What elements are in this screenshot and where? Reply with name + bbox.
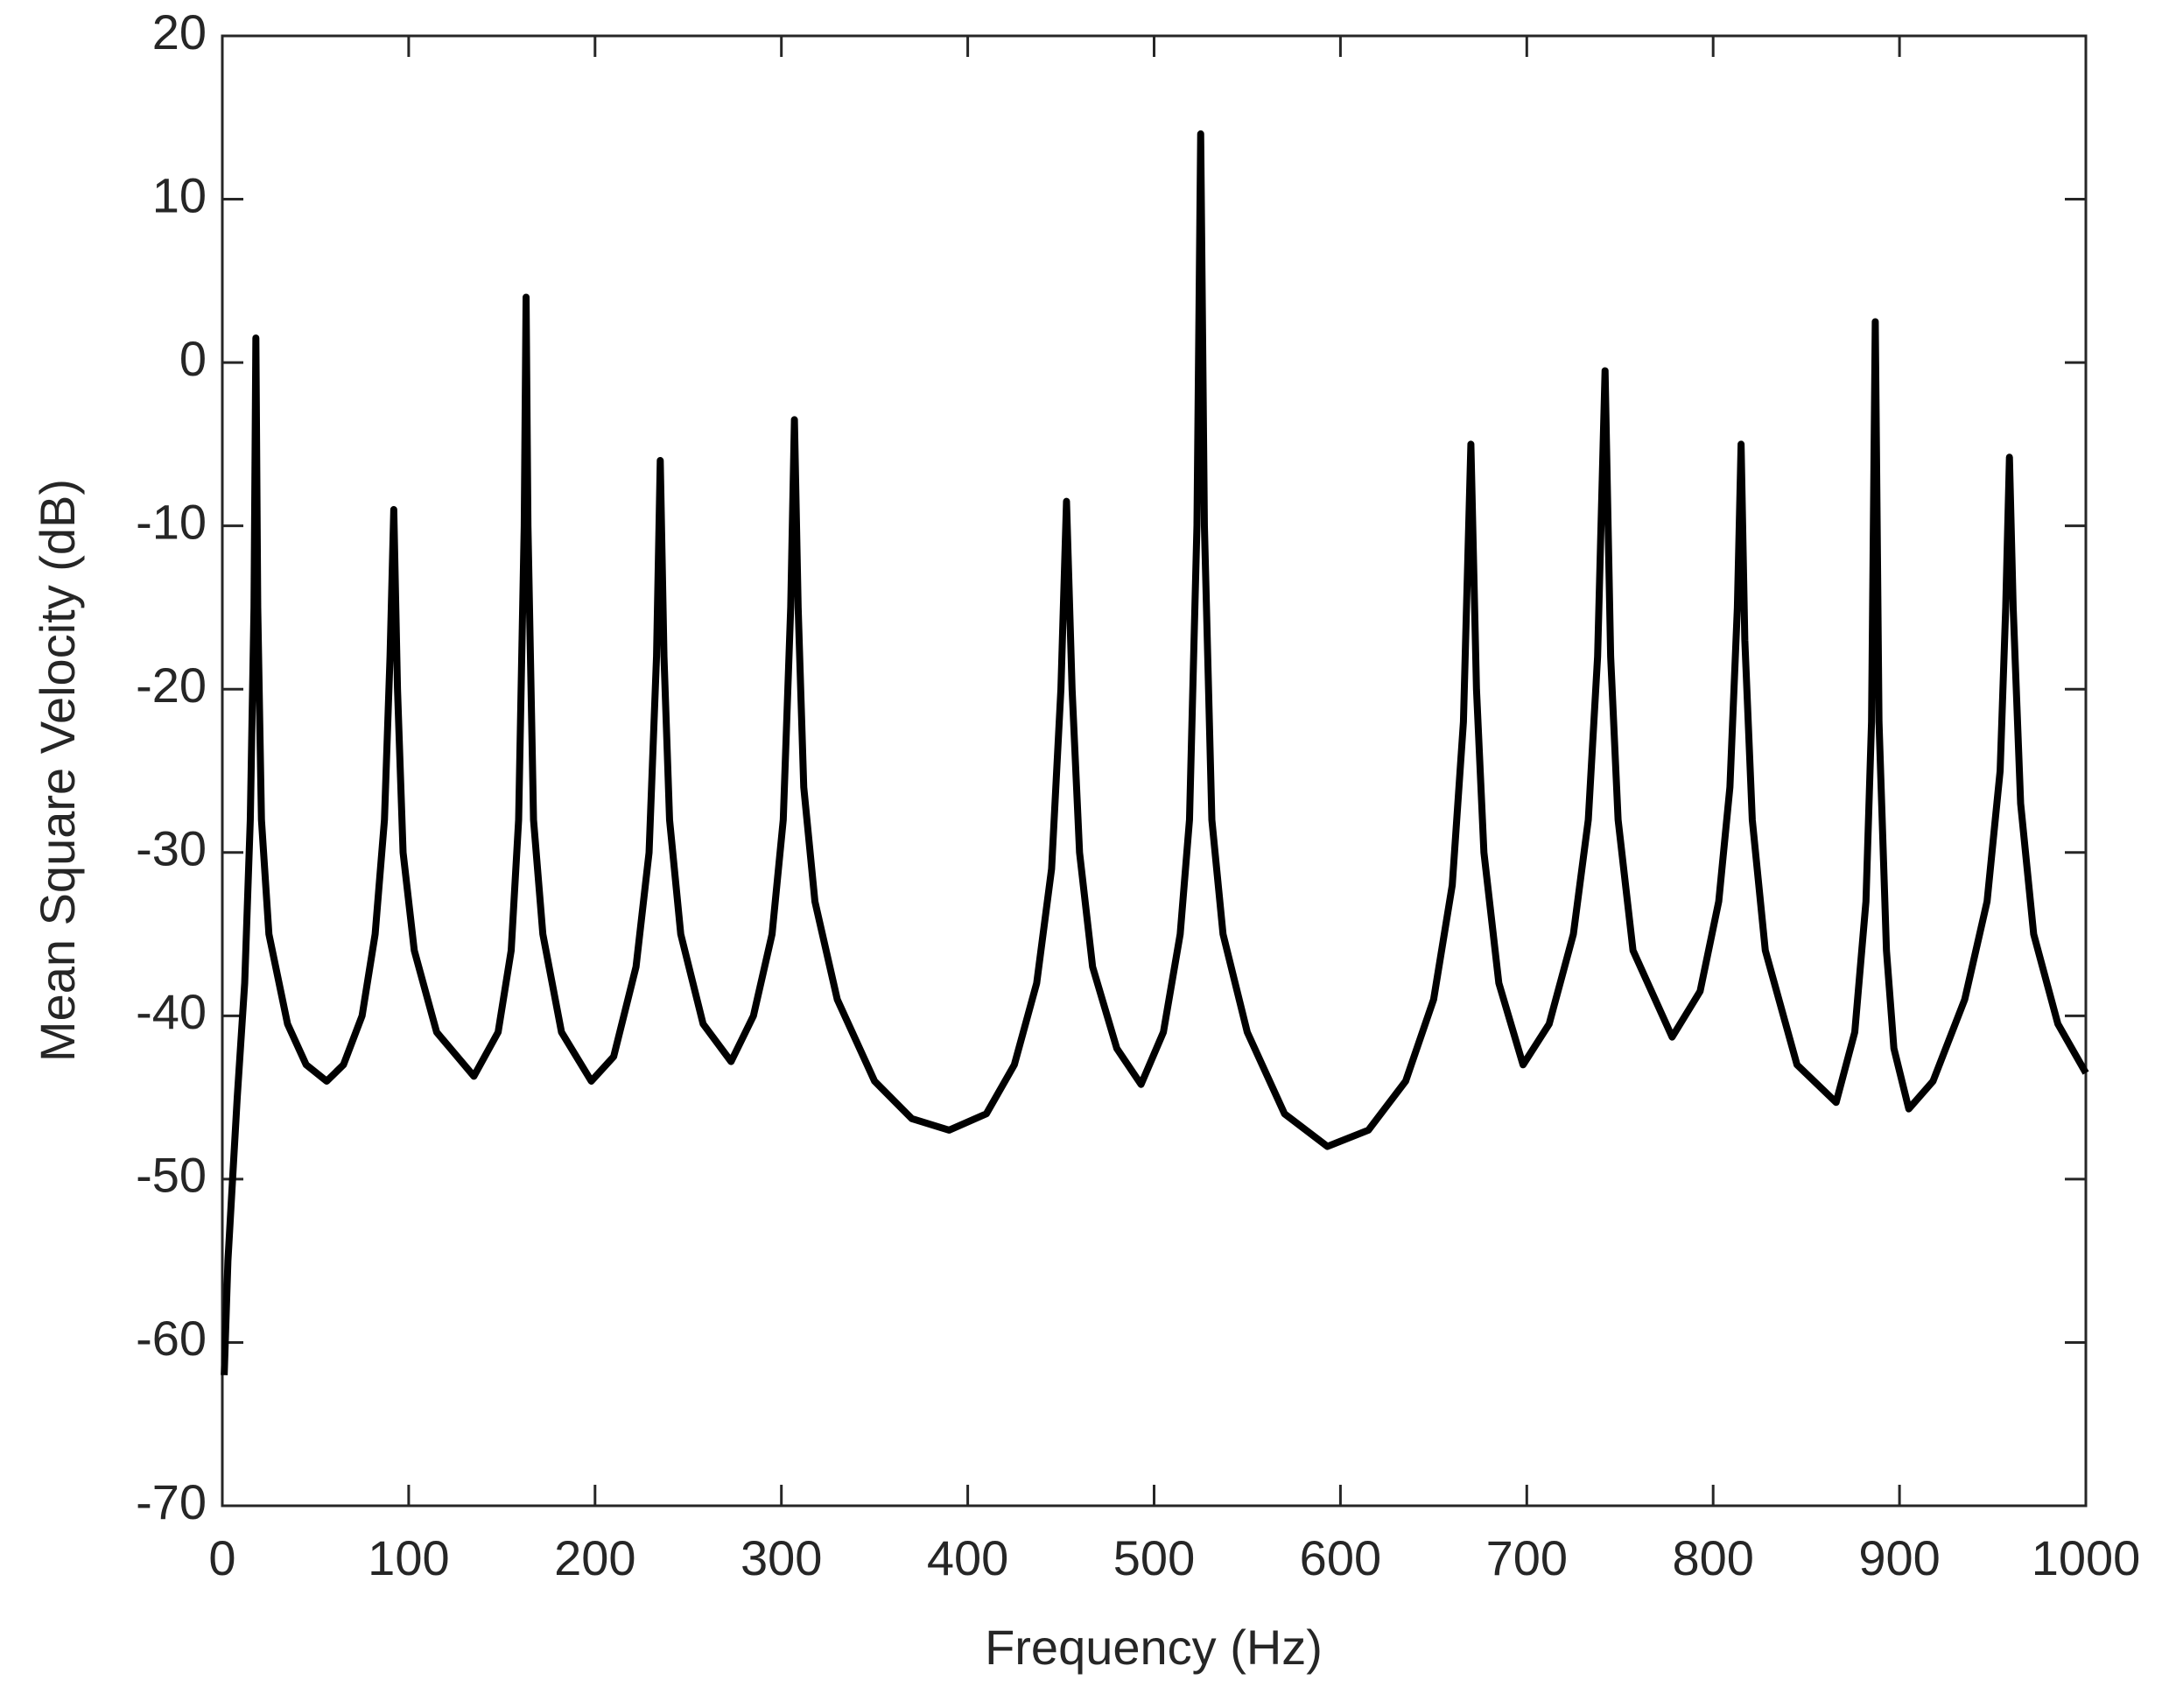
y-tick-label: -50: [136, 1148, 207, 1203]
x-tick-label: 900: [1858, 1530, 1940, 1585]
x-tick-label: 300: [741, 1530, 822, 1585]
x-axis-label: Frequency (Hz): [985, 1620, 1323, 1675]
y-tick-label: -20: [136, 657, 207, 713]
x-tick-label: 400: [927, 1530, 1008, 1585]
x-tick-label: 600: [1300, 1530, 1381, 1585]
y-tick-label: -30: [136, 821, 207, 876]
y-tick-label: 20: [152, 4, 207, 60]
x-tick-label: 700: [1486, 1530, 1568, 1585]
y-tick-label: 10: [152, 167, 207, 222]
x-tick-label: 200: [554, 1530, 635, 1585]
x-tick-label: 500: [1113, 1530, 1195, 1585]
y-tick-label: -10: [136, 494, 207, 549]
plot-frame: [221, 34, 2088, 1508]
y-tick-label: -60: [136, 1311, 207, 1366]
y-tick-label: -40: [136, 984, 207, 1039]
y-tick-label: -70: [136, 1474, 207, 1529]
x-tick-label: 1000: [2032, 1530, 2141, 1585]
y-axis-label: Mean Square Velocity (dB): [30, 479, 85, 1062]
y-tick-label: 0: [179, 331, 207, 386]
data-line: [221, 130, 2089, 1375]
x-tick-label: 100: [368, 1530, 449, 1585]
x-tick-label: 0: [208, 1530, 235, 1585]
x-tick-label: 800: [1672, 1530, 1753, 1585]
